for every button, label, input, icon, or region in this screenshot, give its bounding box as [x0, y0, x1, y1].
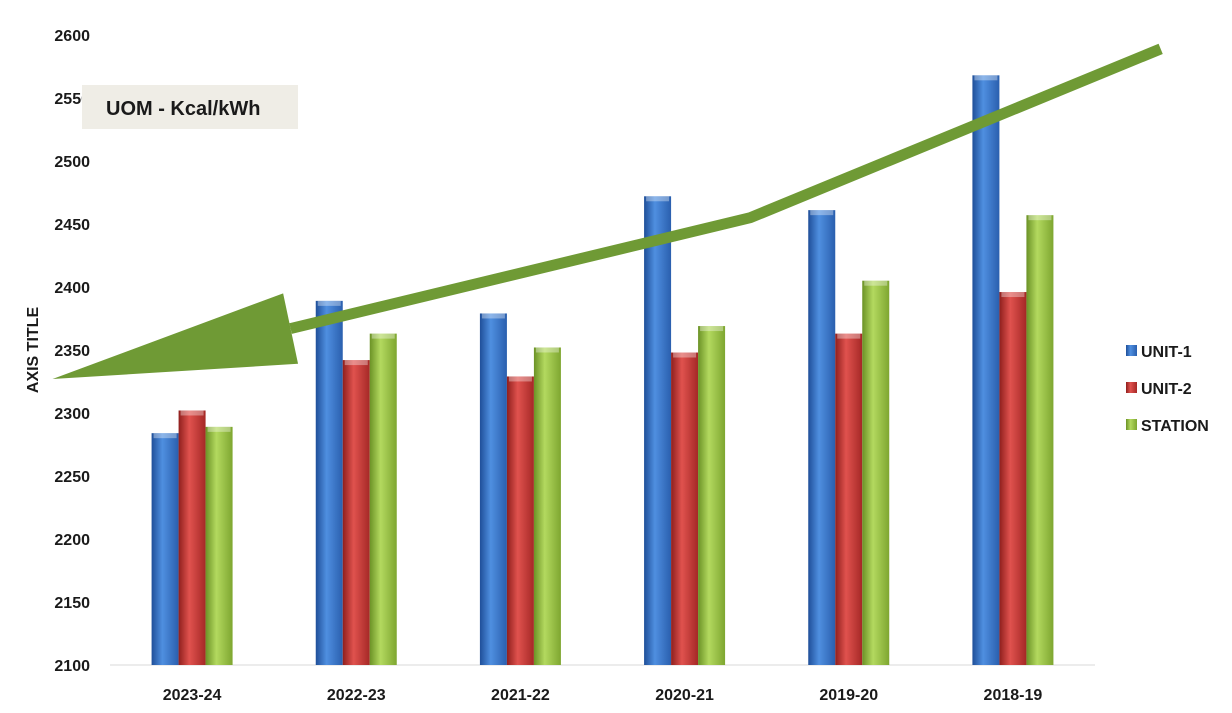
legend-label: STATION	[1141, 418, 1209, 435]
y-tick-label: 2500	[54, 154, 90, 171]
y-tick-label: 2400	[54, 280, 90, 297]
x-tick-label: 2022-23	[327, 687, 386, 704]
bar-top-highlight	[481, 313, 505, 319]
legend-swatch	[1126, 419, 1137, 430]
bar-top-highlight	[180, 410, 204, 416]
bar-top-highlight	[700, 326, 724, 332]
legend-label: UNIT-2	[1141, 381, 1192, 398]
bar-unit-2	[342, 360, 370, 665]
bar-top-highlight	[207, 426, 231, 432]
x-tick-label: 2018-19	[984, 687, 1043, 704]
bar-top-highlight	[344, 360, 368, 366]
bars	[151, 75, 1054, 665]
x-tick-label: 2020-21	[655, 687, 714, 704]
bar-top-highlight	[810, 210, 834, 216]
y-axis-title: AXIS TITLE	[25, 307, 42, 394]
y-tick-label: 2100	[54, 658, 90, 675]
bar-top-highlight	[837, 333, 861, 339]
y-tick-label: 2200	[54, 532, 90, 549]
bar-top-highlight	[1001, 292, 1025, 298]
bar-station	[698, 326, 726, 665]
x-tick-label: 2019-20	[819, 687, 878, 704]
bar-top-highlight	[1028, 215, 1052, 221]
y-tick-label: 2150	[54, 595, 90, 612]
uom-annotation-box	[82, 85, 298, 129]
bar-unit-2	[178, 410, 206, 665]
bar-station	[533, 347, 561, 665]
bar-unit-2	[999, 292, 1027, 665]
bar-station	[205, 426, 233, 665]
y-tick-label: 2450	[54, 217, 90, 234]
y-axis-ticks: 2100 2150 2200 2250 2300 2350 2400 2450 2500 2550…	[54, 28, 90, 675]
x-tick-label: 2021-22	[491, 687, 550, 704]
bar-top-highlight	[646, 196, 670, 202]
y-tick-label: 2350	[54, 343, 90, 360]
uom-annotation: UOM - Kcal/kWh	[82, 85, 298, 129]
trend-arrow	[52, 43, 1163, 379]
uom-annotation-text: UOM - Kcal/kWh	[106, 98, 260, 120]
legend-label: UNIT-1	[1141, 344, 1192, 361]
y-tick-label: 2550	[54, 91, 90, 108]
bar-unit-1	[151, 433, 179, 665]
bar-top-highlight	[508, 376, 532, 382]
legend: UNIT-1 UNIT-2 STATION	[1126, 344, 1209, 435]
bar-top-highlight	[673, 352, 697, 358]
y-tick-label: 2250	[54, 469, 90, 486]
bar-top-highlight	[535, 347, 559, 353]
bar-station	[862, 280, 890, 665]
bar-unit-2	[671, 352, 699, 665]
bar-top-highlight	[974, 75, 998, 81]
x-tick-label: 2023-24	[163, 687, 222, 704]
trend-arrow-shaft	[289, 43, 1163, 334]
x-axis-ticks: 2023-24 2022-23 2021-22 2020-21 2019-20 2018-…	[163, 687, 1043, 704]
bar-unit-1	[972, 75, 1000, 665]
bar-unit-1	[808, 210, 836, 665]
bar-unit-1	[315, 300, 343, 665]
y-tick-label: 2300	[54, 406, 90, 423]
bar-top-highlight	[153, 433, 177, 439]
trend-arrow-head	[52, 293, 299, 379]
bar-unit-2	[506, 376, 534, 665]
bar-unit-1	[479, 313, 507, 665]
bar-top-highlight	[371, 333, 395, 339]
bar-station	[1026, 215, 1054, 665]
bar-unit-1	[644, 196, 672, 665]
legend-swatch	[1126, 345, 1137, 356]
bar-top-highlight	[864, 280, 888, 286]
legend-swatch	[1126, 382, 1137, 393]
bar-station	[369, 333, 397, 665]
bar-top-highlight	[317, 300, 341, 306]
bar-unit-2	[835, 333, 863, 665]
y-tick-label: 2600	[54, 28, 90, 45]
